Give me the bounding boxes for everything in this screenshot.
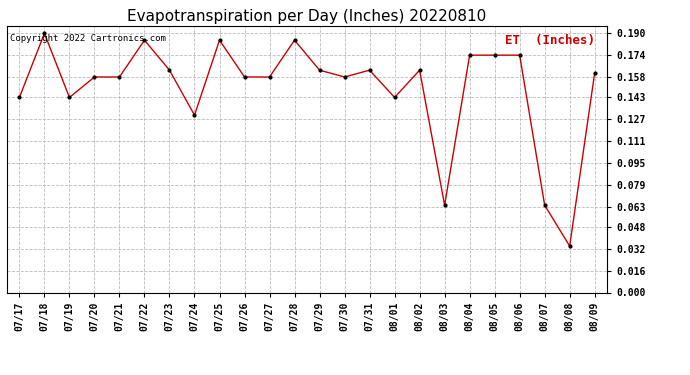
Text: Copyright 2022 Cartronics.com: Copyright 2022 Cartronics.com — [10, 34, 166, 43]
Text: ET  (Inches): ET (Inches) — [505, 34, 595, 47]
Title: Evapotranspiration per Day (Inches) 20220810: Evapotranspiration per Day (Inches) 2022… — [128, 9, 486, 24]
